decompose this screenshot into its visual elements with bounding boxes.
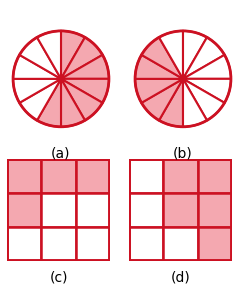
Bar	[7, 227, 41, 261]
Bar	[76, 227, 110, 261]
Bar	[198, 159, 232, 193]
Wedge shape	[61, 55, 109, 79]
Wedge shape	[142, 79, 183, 120]
Wedge shape	[61, 31, 85, 79]
Bar	[163, 193, 198, 227]
Bar	[41, 227, 76, 261]
Wedge shape	[159, 31, 183, 79]
Bar	[129, 193, 163, 227]
Wedge shape	[61, 37, 102, 79]
Bar	[76, 193, 110, 227]
Bar	[198, 193, 232, 227]
Wedge shape	[183, 79, 224, 120]
Wedge shape	[37, 31, 61, 79]
Wedge shape	[20, 79, 61, 120]
Wedge shape	[183, 79, 231, 103]
Bar	[76, 159, 110, 193]
Bar	[163, 227, 198, 261]
Text: (a): (a)	[51, 146, 71, 160]
Wedge shape	[61, 79, 109, 103]
Wedge shape	[183, 37, 224, 79]
Text: (b): (b)	[173, 146, 193, 160]
Wedge shape	[13, 79, 61, 103]
Wedge shape	[20, 37, 61, 79]
Wedge shape	[183, 55, 231, 79]
Bar	[163, 159, 198, 193]
Text: (d): (d)	[171, 270, 190, 284]
Bar	[129, 227, 163, 261]
Bar	[41, 159, 76, 193]
Bar	[198, 227, 232, 261]
Bar	[7, 159, 41, 193]
Bar	[7, 193, 41, 227]
Bar	[41, 193, 76, 227]
Wedge shape	[61, 79, 85, 127]
Wedge shape	[183, 79, 207, 127]
Wedge shape	[37, 79, 61, 127]
Wedge shape	[61, 79, 102, 120]
Wedge shape	[13, 55, 61, 79]
Wedge shape	[135, 55, 183, 79]
Wedge shape	[142, 37, 183, 79]
Bar	[129, 159, 163, 193]
Wedge shape	[135, 79, 183, 103]
Wedge shape	[183, 31, 207, 79]
Text: (c): (c)	[49, 270, 68, 284]
Wedge shape	[159, 79, 183, 127]
